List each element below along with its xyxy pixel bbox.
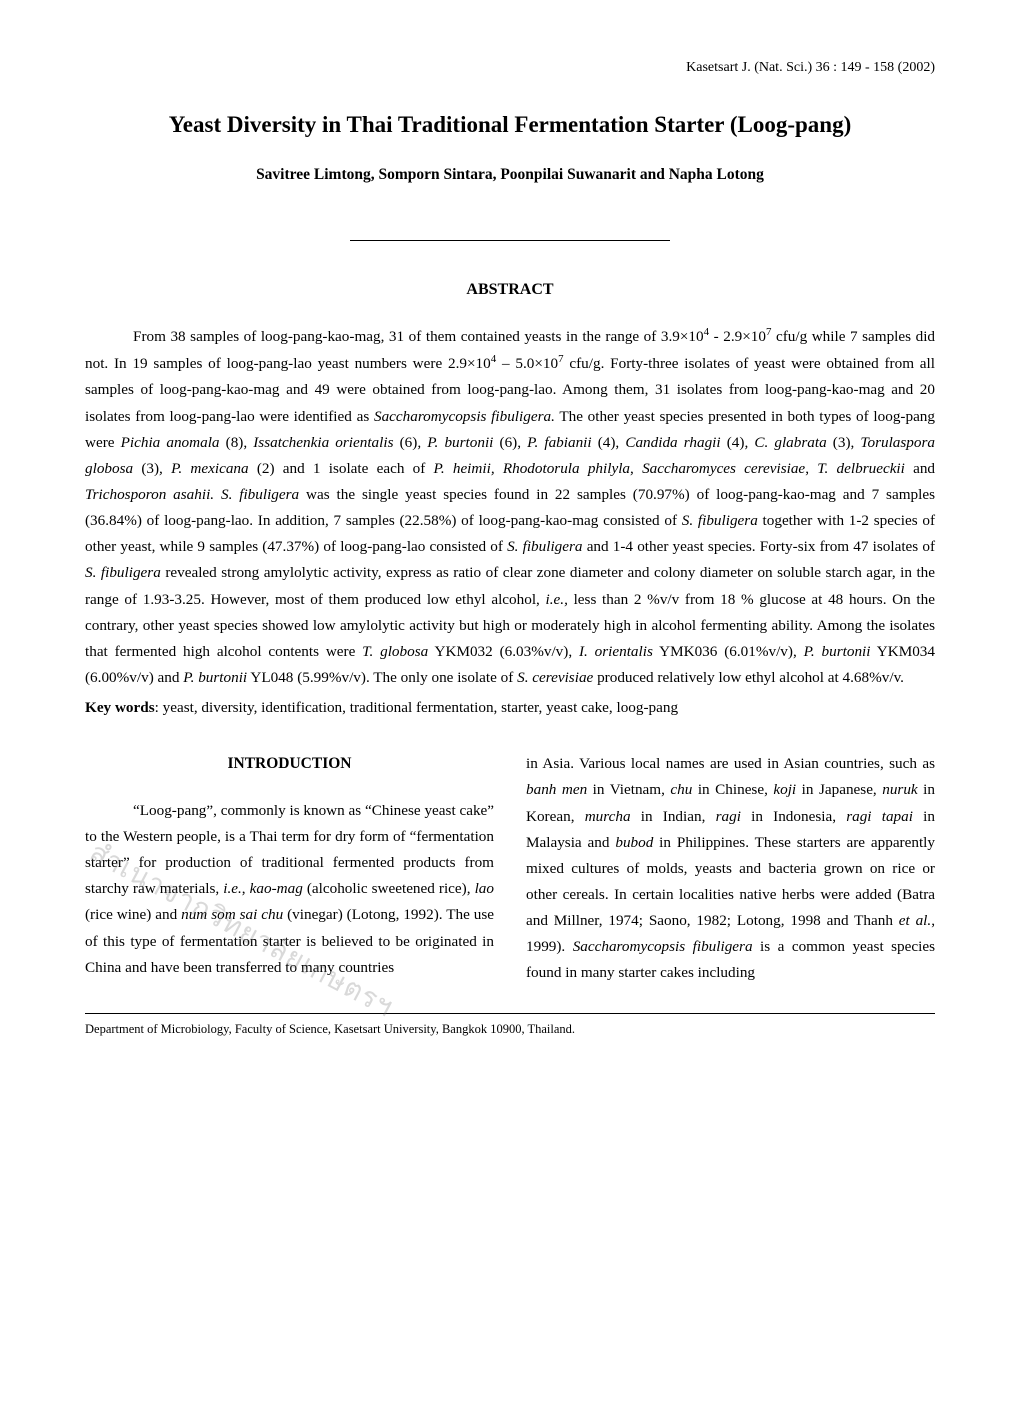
intro-paragraph-right: in Asia. Various local names are used in… xyxy=(526,751,935,986)
author-list: Savitree Limtong, Somporn Sintara, Poonp… xyxy=(85,166,935,184)
running-header: Kasetsart J. (Nat. Sci.) 36 : 149 - 158 … xyxy=(85,60,935,76)
keywords-label: Key words xyxy=(85,699,155,716)
left-column: INTRODUCTION “Loog-pang”, commonly is kn… xyxy=(85,751,494,986)
footnote-rule: Department of Microbiology, Faculty of S… xyxy=(85,1013,935,1037)
intro-paragraph-left: “Loog-pang”, commonly is known as “Chine… xyxy=(85,798,494,981)
abstract-heading: ABSTRACT xyxy=(85,281,935,299)
affiliation-footnote: Department of Microbiology, Faculty of S… xyxy=(85,1022,935,1037)
right-column: in Asia. Various local names are used in… xyxy=(526,751,935,986)
article-title: Yeast Diversity in Thai Traditional Ferm… xyxy=(85,112,935,138)
keywords-line: Key words: yeast, diversity, identificat… xyxy=(85,695,935,721)
body-columns: INTRODUCTION “Loog-pang”, commonly is kn… xyxy=(85,751,935,986)
title-divider xyxy=(350,240,670,241)
abstract-body: From 38 samples of loog-pang-kao-mag, 31… xyxy=(85,323,935,691)
keywords-text: : yeast, diversity, identification, trad… xyxy=(155,699,678,716)
introduction-heading: INTRODUCTION xyxy=(85,751,494,778)
